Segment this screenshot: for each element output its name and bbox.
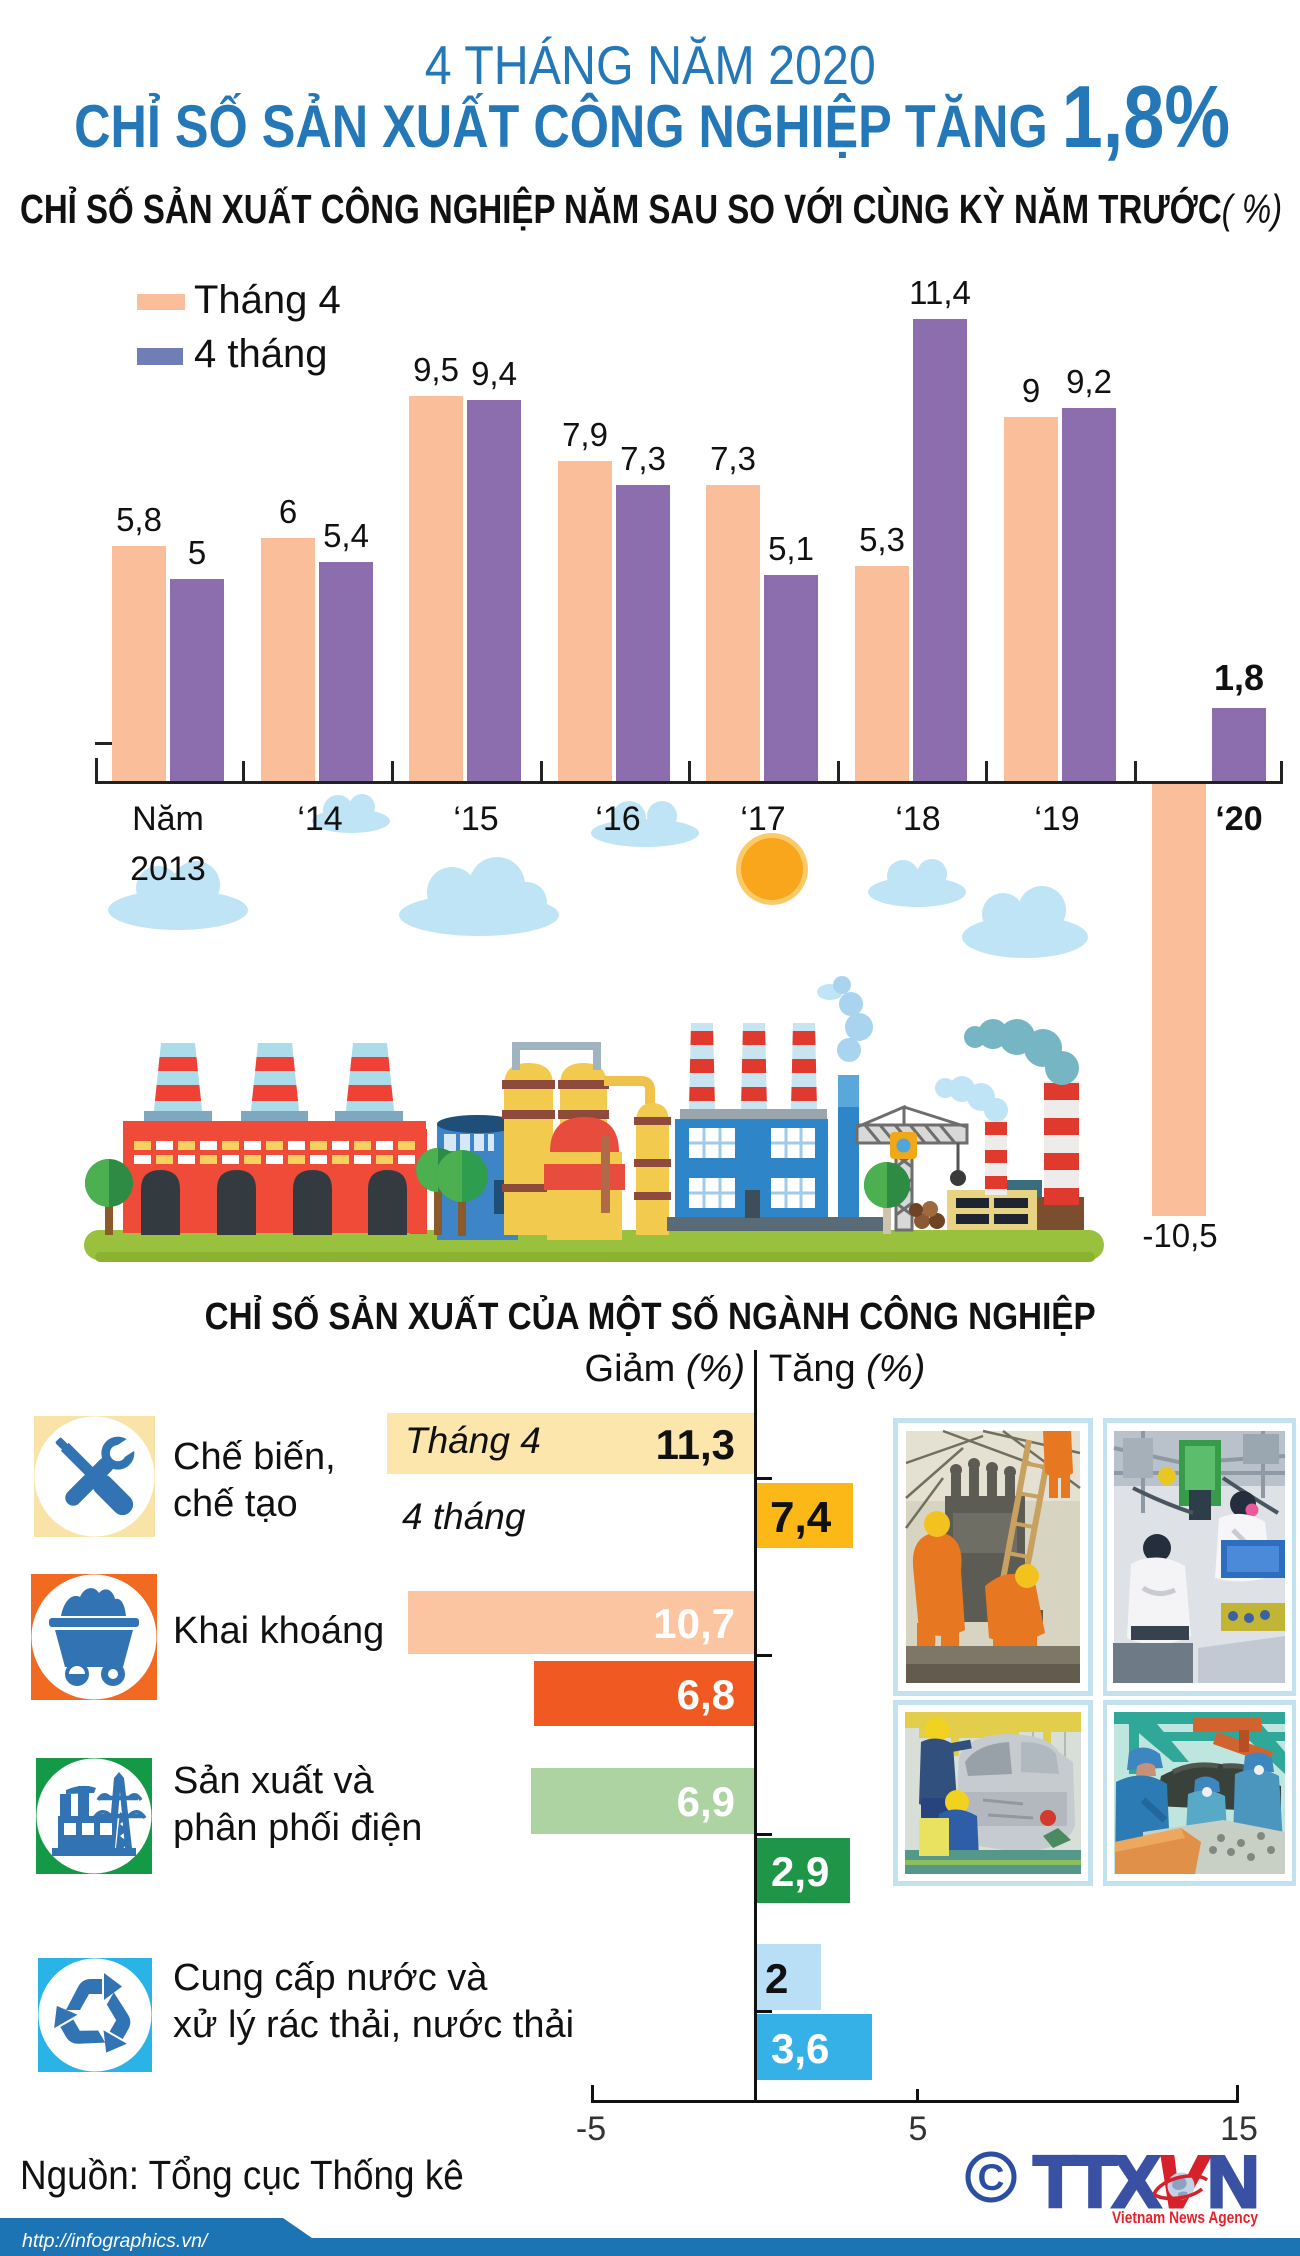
svg-text:http://infographics.vn/: http://infographics.vn/ xyxy=(22,2230,210,2252)
svg-text:C: C xyxy=(978,2157,1005,2198)
svg-text:N: N xyxy=(1207,2142,1260,2223)
svg-text:TTX: TTX xyxy=(1033,2142,1161,2223)
svg-text:Vietnam News Agency: Vietnam News Agency xyxy=(1112,2209,1259,2227)
